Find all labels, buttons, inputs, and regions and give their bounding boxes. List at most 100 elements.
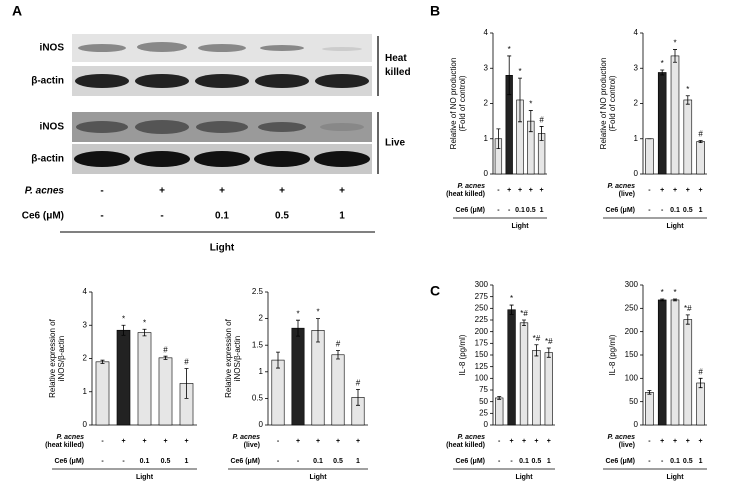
treatment-value: 1 — [699, 207, 703, 214]
y-axis-label: Relative of NO production — [449, 58, 458, 150]
bar — [670, 299, 680, 426]
y-tick-label: 225 — [475, 315, 489, 324]
treatment-label: Ce6 (μM) — [54, 458, 84, 465]
condition-label: Light — [136, 474, 154, 481]
treatment-value: - — [498, 438, 501, 445]
y-tick-label: 2.5 — [252, 287, 264, 296]
treatment-value: 1 — [547, 458, 551, 465]
error-bar — [496, 128, 501, 150]
y-tick-label: 275 — [475, 292, 489, 301]
treatment-label: Ce6 (μM) — [605, 458, 635, 465]
error-bar — [539, 126, 544, 141]
y-tick-label: 50 — [479, 397, 488, 406]
bar — [696, 382, 705, 426]
treatment-value: 0.5 — [683, 458, 693, 465]
y-axis-label: IL-8 (pg/ml) — [608, 334, 617, 375]
y-tick-label: 1.5 — [252, 340, 264, 349]
treatment-value: 0.5 — [526, 207, 536, 214]
y-tick-label: 4 — [634, 28, 639, 37]
treatment-label: (live) — [619, 191, 635, 198]
treatment-value: - — [160, 211, 163, 222]
treatment-value: + — [673, 438, 677, 445]
y-tick-label: 300 — [625, 280, 639, 289]
blot-condition: Light — [210, 243, 235, 254]
significance-mark: * — [316, 308, 319, 317]
blot-group-label: Live — [385, 138, 405, 149]
y-tick-label: 0 — [484, 420, 489, 429]
bar — [116, 329, 131, 426]
y-tick-label: 0.5 — [252, 394, 264, 403]
significance-mark: * — [661, 288, 664, 297]
y-tick-label: 50 — [629, 397, 638, 406]
y-tick-label: 250 — [475, 303, 489, 312]
treatment-value: - — [648, 438, 651, 445]
y-tick-label: 150 — [625, 350, 639, 359]
y-tick-label: 125 — [475, 362, 489, 371]
significance-mark: # — [163, 345, 168, 354]
error-bar — [698, 377, 703, 389]
panel-label: C — [430, 283, 440, 299]
bar — [291, 327, 305, 426]
treatment-value: 1 — [699, 458, 703, 465]
bar — [311, 330, 325, 426]
error-bar — [698, 140, 703, 144]
treatment-label: P. acnes — [607, 183, 635, 190]
treatment-value: 1 — [540, 207, 544, 214]
treatment-value: + — [121, 438, 125, 445]
treatment-value: - — [498, 458, 501, 465]
treatment-value: - — [497, 187, 500, 194]
bar — [657, 299, 667, 426]
y-tick-label: 200 — [475, 327, 489, 336]
significance-mark: *# — [684, 304, 692, 313]
significance-mark: * — [686, 85, 689, 94]
treatment-label: Ce6 (μM) — [22, 211, 64, 222]
y-tick-label: 2 — [634, 99, 639, 108]
error-bar — [522, 319, 526, 326]
y-tick-label: 3 — [634, 63, 639, 72]
treatment-value: - — [277, 458, 280, 465]
y-tick-label: 0 — [634, 169, 639, 178]
y-tick-label: 200 — [625, 327, 639, 336]
treatment-value: + — [163, 438, 167, 445]
treatment-value: 0.1 — [670, 458, 680, 465]
blot-row-label: β-actin — [31, 76, 64, 87]
chart: 0 50 100 150 200 250 300 IL-8 (pg/ml) - - * + - * +0.1… — [603, 280, 707, 481]
treatment-value: - — [100, 186, 103, 197]
treatment-label: Ce6 (μM) — [230, 458, 260, 465]
y-tick-label: 300 — [475, 280, 489, 289]
bar — [532, 350, 541, 426]
y-tick-label: 1 — [484, 134, 489, 143]
error-bar — [685, 314, 690, 325]
treatment-value: 1 — [185, 458, 189, 465]
treatment-value: + — [507, 187, 511, 194]
error-bar — [546, 347, 551, 358]
treatment-value: 1 — [356, 458, 360, 465]
error-bar — [184, 368, 189, 399]
y-axis-label: (Fold of control) — [608, 75, 617, 131]
treatment-label: (heat killed) — [446, 442, 485, 449]
error-bar — [528, 110, 533, 133]
y-tick-label: 0 — [259, 420, 264, 429]
error-bar — [507, 55, 512, 96]
significance-mark: * — [510, 294, 513, 303]
significance-mark: * — [518, 67, 521, 76]
blot-treatments: P. acnes - + + + + Ce6 (μM) - - 0.1 0.5 1 — [22, 186, 345, 222]
treatment-label: (live) — [619, 442, 635, 449]
y-tick-label: 2 — [259, 314, 264, 323]
treatment-value: - — [508, 207, 511, 214]
treatment-value: - — [122, 458, 125, 465]
significance-mark: # — [539, 116, 544, 125]
significance-mark: * — [296, 309, 299, 318]
bar — [657, 72, 667, 175]
chart: 0 1 2 3 4 Relative expression of iNOS/β-actin -… — [45, 287, 197, 481]
chart: 0 1 2 3 4 Relative of NO production (Fold of c… — [446, 28, 547, 230]
significance-mark: # — [336, 340, 341, 349]
treatment-value: + — [699, 187, 703, 194]
treatment-value: - — [648, 458, 651, 465]
chart: 0 1 2 3 4 Relative of NO production (Fold of c… — [599, 28, 707, 230]
y-axis-label: iNOS/β-actin — [233, 336, 242, 382]
bar — [137, 332, 152, 426]
treatment-value: + — [529, 187, 533, 194]
significance-mark: * — [673, 288, 676, 297]
blot-row-label: iNOS — [40, 122, 65, 133]
